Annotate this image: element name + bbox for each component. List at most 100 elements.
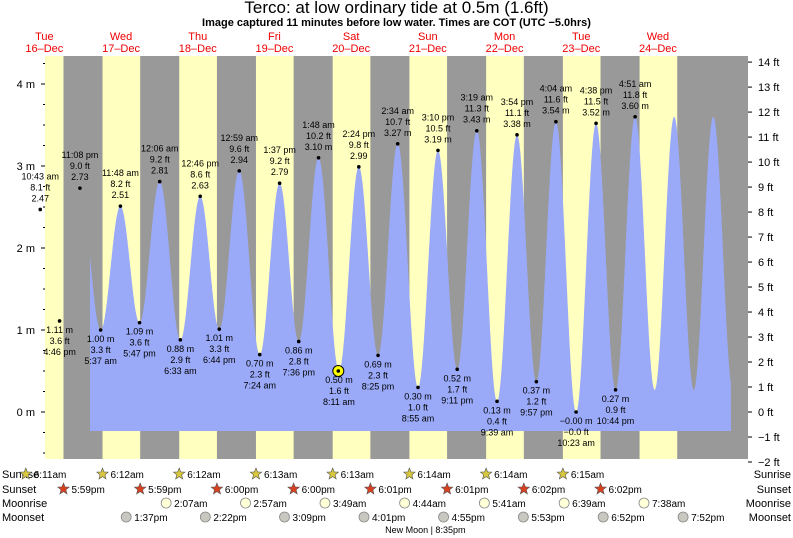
moonset-time: 6:52pm (611, 513, 644, 524)
moonrise-icon (399, 497, 411, 509)
day-date-label: 16–Dec (25, 43, 63, 55)
moonrise-row-label-right: Moonrise (746, 498, 791, 510)
moonrise-icon (558, 497, 570, 509)
moonset-icon (597, 511, 609, 523)
moonset-icon (358, 511, 370, 523)
sunset-row-label-left: Sunset (2, 484, 36, 496)
low-tide-feet-label: 0.4 ft (487, 416, 508, 426)
tide-extreme-point (376, 353, 380, 358)
tide-extreme-point (217, 327, 222, 331)
tide-area (90, 116, 731, 432)
low-tide-time-label: 5:37 am (84, 356, 117, 366)
day-name-label: Tue (35, 31, 54, 43)
moonrise-icon (160, 497, 172, 509)
tide-extreme-point (237, 169, 242, 173)
moonset-icon (199, 511, 211, 523)
sunrise-time: 6:12am (187, 470, 220, 481)
low-tide-feet-label: 3.6 ft (130, 338, 151, 348)
low-tide-feet-label: 2.9 ft (170, 355, 191, 365)
low-tide-feet-label: 2.3 ft (368, 370, 389, 380)
high-tide-meter-label: 2.94 (230, 155, 248, 165)
high-tide-time-label: 12:59 am (220, 133, 258, 143)
sunrise-icon (19, 467, 33, 480)
high-tide-time-label: 4:51 am (619, 79, 652, 89)
day-date-label: 22–Dec (486, 43, 524, 55)
tide-extreme-point (277, 181, 282, 186)
high-tide-feet-label: 11.8 ft (623, 90, 648, 100)
low-tide-meter-label: 0.13 m (483, 405, 511, 415)
day-name-label: Wed (110, 31, 132, 43)
tide-extreme-point (495, 399, 499, 404)
right-axis-label: 4 ft (758, 307, 773, 319)
high-tide-time-label: 2:34 am (381, 106, 414, 116)
day-date-label: 19–Dec (255, 43, 293, 55)
low-tide-feet-label: 3.3 ft (209, 344, 230, 354)
moonrise-icon (240, 497, 251, 509)
right-axis-label: 12 ft (758, 107, 779, 119)
tide-extreme-point (316, 156, 321, 160)
chart-subtitle: Image captured 11 minutes before low wat… (202, 17, 591, 29)
tide-extreme-point (257, 352, 262, 357)
moon-phase-note: New Moon | 8:35pm (385, 525, 465, 535)
sunset-icon (363, 482, 377, 495)
moonrise-row-label-left: Moonrise (2, 498, 47, 510)
moonrise-time: 2:57am (254, 499, 287, 510)
sunset-time: 6:00pm (302, 485, 335, 496)
tide-extreme-point (633, 115, 637, 119)
tide-extreme-point (78, 186, 82, 190)
tide-extreme-point (178, 338, 183, 342)
right-axis-label: 14 ft (758, 57, 779, 69)
sunset-time: 6:00pm (225, 485, 258, 496)
tide-extreme-point (574, 410, 578, 414)
moonset-icon (120, 511, 132, 523)
sunset-time: 5:59pm (71, 485, 104, 496)
right-axis-label: 6 ft (758, 257, 773, 269)
tide-extreme-point (395, 142, 400, 146)
high-tide-feet-label: 11.1 ft (505, 108, 530, 118)
low-tide-meter-label: 0.50 m (325, 375, 353, 385)
right-axis-label: 7 ft (758, 232, 773, 244)
sunrise-icon (479, 467, 493, 480)
low-tide-time-label: 9:57 pm (520, 408, 553, 418)
low-tide-time-label: 4:46 pm (43, 347, 76, 357)
moonset-icon (677, 511, 689, 523)
high-tide-time-label: 3:10 pm (422, 112, 455, 122)
moonset-row-label-right: Moonset (749, 512, 791, 524)
high-tide-time-label: 11:48 am (102, 168, 139, 178)
right-axis-label: 5 ft (758, 282, 773, 294)
sunrise-row-label-right: Sunrise (754, 469, 791, 481)
high-tide-meter-label: 2.99 (350, 151, 368, 161)
tide-extreme-point (57, 319, 62, 323)
low-tide-meter-label: 1.00 m (87, 334, 115, 344)
day-date-label: 18–Dec (179, 43, 217, 55)
high-tide-feet-label: 11.6 ft (544, 95, 569, 105)
day-name-label: Sat (343, 31, 360, 43)
high-tide-meter-label: 2.63 (191, 180, 209, 190)
high-tide-time-label: 2:24 pm (343, 129, 376, 139)
low-tide-feet-label: 0.9 ft (606, 405, 627, 415)
moonset-time: 7:52pm (691, 513, 724, 524)
high-tide-meter-label: 3.10 m (305, 142, 333, 152)
moonset-row-label-left: Moonset (2, 512, 44, 524)
tide-extreme-point (118, 204, 123, 208)
high-tide-meter-label: 2.47 (31, 193, 49, 203)
current-tide-dot (336, 369, 341, 373)
moonrise-time: 4:44am (413, 499, 446, 510)
tide-extreme-point (455, 367, 459, 372)
tide-extreme-point (515, 133, 519, 137)
low-tide-feet-label: 2.8 ft (289, 356, 310, 366)
high-tide-time-label: 4:04 am (540, 84, 573, 94)
moonrise-time: 7:38am (652, 499, 685, 510)
low-tide-time-label: 9:11 pm (441, 395, 473, 405)
high-tide-feet-label: 11.5 ft (584, 96, 609, 106)
sunset-time: 6:01pm (378, 485, 411, 496)
high-tide-feet-label: 9.6 ft (229, 144, 250, 154)
sunset-icon (210, 482, 224, 495)
tide-extreme-point (296, 339, 301, 344)
high-tide-feet-label: 8.1 ft (30, 182, 51, 192)
right-axis-label: −1 ft (758, 432, 780, 444)
low-tide-time-label: 6:44 pm (203, 355, 236, 365)
high-tide-meter-label: 2.51 (112, 190, 130, 200)
sunset-time: 6:02pm (609, 485, 642, 496)
